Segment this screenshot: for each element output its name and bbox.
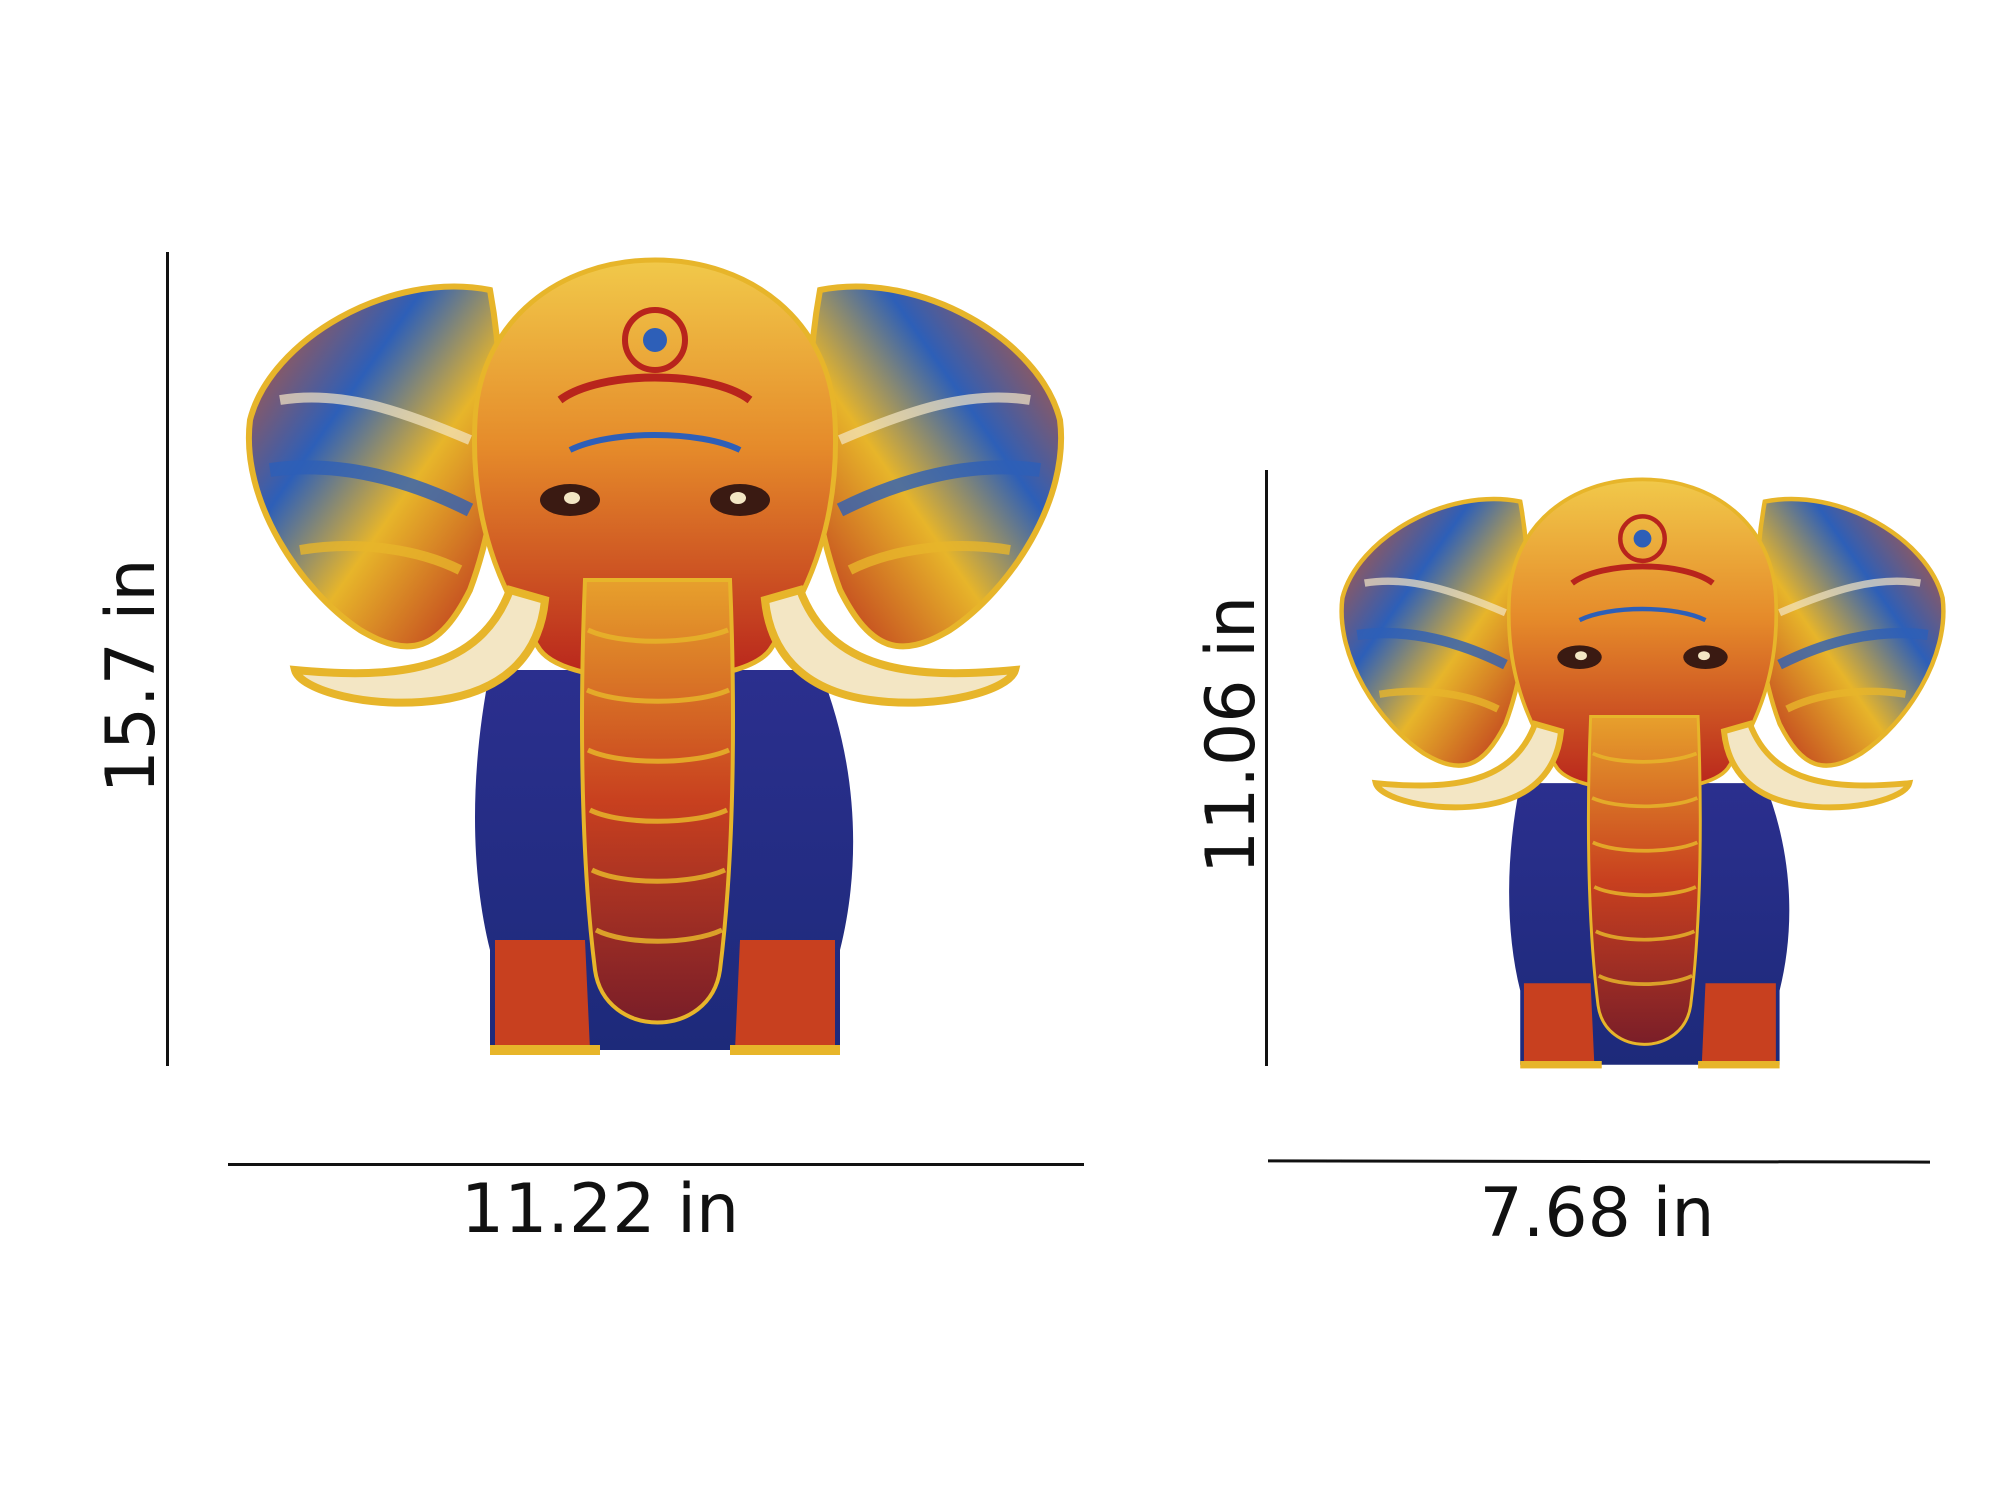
elephant-illustration: [245, 257, 1065, 1055]
large-elephant-puzzle-image: [240, 250, 1070, 1095]
elephant-illustration: [1339, 477, 1946, 1069]
small-height-label: 11.06 in: [1192, 595, 1271, 875]
small-height-dimension-line: [1265, 470, 1268, 1066]
small-width-dimension-line: [1267, 1159, 1931, 1164]
large-height-label: 15.7 in: [92, 558, 171, 794]
large-width-label: 11.22 in: [460, 1170, 740, 1249]
small-elephant-puzzle-image: [1335, 465, 1950, 1105]
small-width-label: 7.68 in: [1479, 1174, 1715, 1253]
large-width-dimension-line: [228, 1163, 1084, 1166]
large-height-dimension-line: [166, 252, 169, 1066]
